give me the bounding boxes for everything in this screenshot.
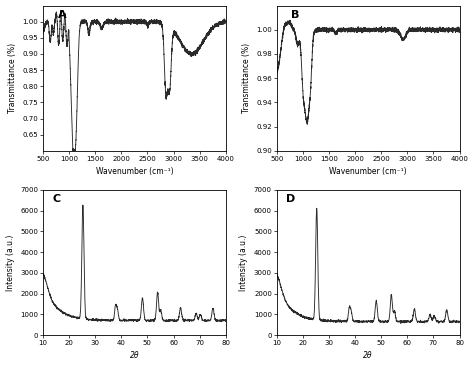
Y-axis label: Transmittance (%): Transmittance (%) (242, 43, 251, 113)
Y-axis label: Intensity (a.u.): Intensity (a.u.) (6, 234, 15, 291)
Y-axis label: Intensity (a.u.): Intensity (a.u.) (239, 234, 248, 291)
X-axis label: 2θ: 2θ (129, 351, 139, 361)
Text: D: D (286, 194, 295, 204)
Text: C: C (52, 194, 60, 204)
Y-axis label: Transmittance (%): Transmittance (%) (8, 43, 17, 113)
X-axis label: 2θ: 2θ (364, 351, 373, 361)
X-axis label: Wavenumber (cm⁻¹): Wavenumber (cm⁻¹) (96, 167, 173, 176)
Text: B: B (292, 10, 300, 20)
X-axis label: Wavenumber (cm⁻¹): Wavenumber (cm⁻¹) (329, 167, 407, 176)
Text: A: A (58, 10, 66, 20)
